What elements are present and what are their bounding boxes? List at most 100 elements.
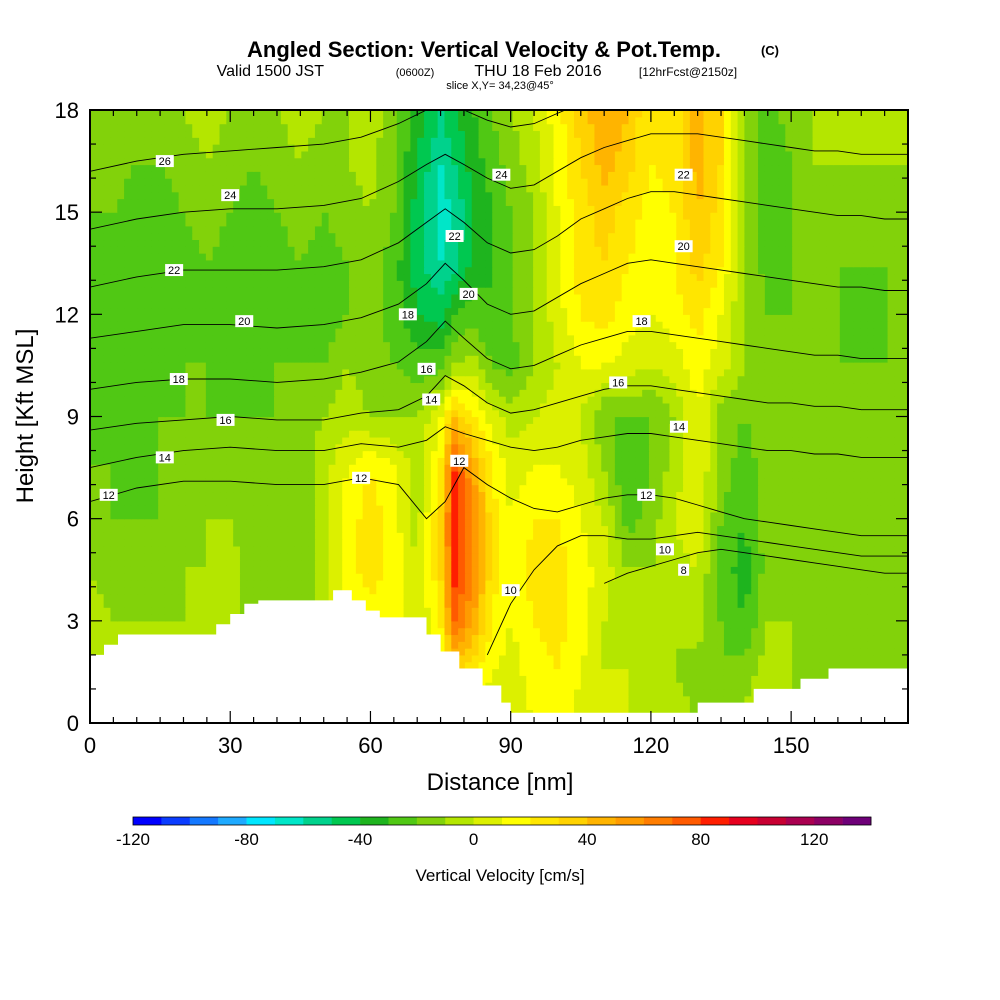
velocity-cell <box>369 579 377 588</box>
velocity-cell <box>546 648 555 656</box>
velocity-cell <box>478 450 486 458</box>
velocity-cell <box>185 518 193 527</box>
velocity-cell <box>117 464 125 472</box>
velocity-cell <box>301 470 309 479</box>
velocity-cell <box>614 464 623 472</box>
velocity-cell <box>628 654 636 663</box>
velocity-cell <box>785 539 793 547</box>
velocity-cell <box>567 593 575 601</box>
velocity-cell <box>335 436 343 445</box>
velocity-cell <box>396 491 405 499</box>
velocity-cell <box>151 477 159 486</box>
velocity-cell <box>355 559 364 567</box>
velocity-cell <box>96 539 105 547</box>
velocity-cell <box>342 443 350 452</box>
velocity-cell <box>253 505 262 513</box>
velocity-cell <box>328 545 336 554</box>
velocity-cell <box>689 443 698 452</box>
velocity-cell <box>90 470 98 479</box>
velocity-cell <box>621 648 630 656</box>
velocity-cell <box>723 457 732 465</box>
vertical-velocity-field <box>90 110 908 723</box>
velocity-cell <box>608 654 616 663</box>
velocity-cell <box>280 559 289 567</box>
velocity-cell <box>805 464 814 472</box>
velocity-cell <box>533 593 541 601</box>
velocity-cell <box>96 593 105 601</box>
velocity-cell <box>587 450 596 458</box>
velocity-cell <box>614 661 623 670</box>
velocity-cell <box>124 620 132 629</box>
velocity-cell <box>308 498 316 506</box>
velocity-cell <box>144 620 152 629</box>
velocity-cell <box>798 464 807 472</box>
velocity-cell <box>662 457 671 465</box>
velocity-cell <box>560 525 568 533</box>
velocity-cell <box>151 484 159 493</box>
velocity-cell <box>717 484 725 493</box>
velocity-cell <box>798 648 807 656</box>
velocity-cell <box>901 525 908 533</box>
velocity-cell <box>621 682 630 690</box>
velocity-cell <box>553 511 561 520</box>
velocity-cell <box>553 559 561 567</box>
velocity-cell <box>798 518 807 527</box>
velocity-cell <box>355 511 364 520</box>
velocity-cell <box>478 661 486 670</box>
velocity-cell <box>880 511 889 520</box>
velocity-cell <box>751 675 759 683</box>
velocity-cell <box>608 668 616 676</box>
velocity-cell <box>96 566 105 574</box>
velocity-cell <box>608 627 616 636</box>
velocity-cell <box>567 573 575 581</box>
velocity-cell <box>519 634 527 642</box>
velocity-cell <box>805 511 814 520</box>
velocity-cell <box>614 593 623 601</box>
velocity-cell <box>410 600 418 608</box>
velocity-cell <box>103 600 112 608</box>
velocity-cell <box>764 661 773 670</box>
velocity-cell <box>873 559 882 567</box>
velocity-cell <box>164 491 173 499</box>
velocity-cell <box>703 532 711 540</box>
velocity-cell <box>485 634 493 642</box>
velocity-cell <box>533 682 541 690</box>
velocity-cell <box>662 525 671 533</box>
velocity-cell <box>546 641 555 649</box>
velocity-cell <box>887 545 895 554</box>
velocity-cell <box>349 539 357 547</box>
velocity-cell <box>90 484 98 493</box>
velocity-cell <box>880 648 889 656</box>
velocity-cell <box>676 620 684 629</box>
velocity-cell <box>274 593 282 601</box>
velocity-cell <box>717 593 725 601</box>
velocity-cell <box>539 688 548 697</box>
velocity-cell <box>717 498 725 506</box>
velocity-cell <box>519 498 527 506</box>
velocity-cell <box>873 654 882 663</box>
velocity-cell <box>771 675 780 683</box>
velocity-cell <box>492 634 500 642</box>
velocity-cell <box>642 457 650 465</box>
velocity-cell <box>321 470 330 479</box>
velocity-cell <box>751 600 759 608</box>
velocity-cell <box>192 586 200 595</box>
velocity-cell <box>253 552 262 561</box>
velocity-cell <box>683 477 691 486</box>
velocity-cell <box>553 464 561 472</box>
velocity-cell <box>894 518 902 527</box>
velocity-cell <box>430 566 439 574</box>
velocity-cell <box>689 675 698 683</box>
velocity-cell <box>853 470 861 479</box>
velocity-cell <box>178 607 187 615</box>
velocity-cell <box>587 688 596 697</box>
velocity-cell <box>846 450 855 458</box>
velocity-cell <box>546 614 555 622</box>
velocity-cell <box>758 627 766 636</box>
velocity-cell <box>117 607 125 615</box>
velocity-cell <box>873 450 882 458</box>
velocity-cell <box>880 518 889 527</box>
velocity-cell <box>192 573 200 581</box>
velocity-cell <box>853 634 861 642</box>
velocity-cell <box>199 573 207 581</box>
